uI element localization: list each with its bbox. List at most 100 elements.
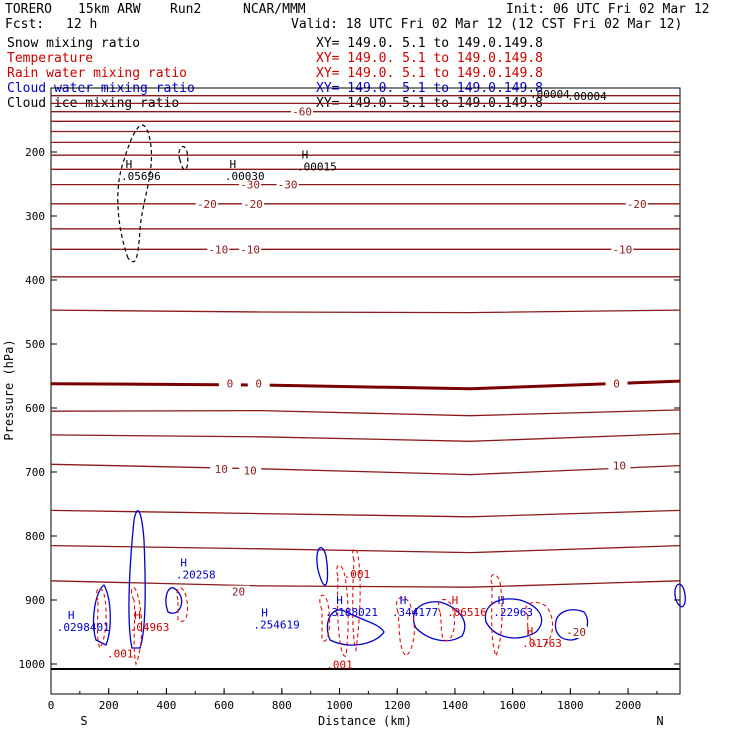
cloud-water-contour-1 [92,584,111,646]
isotherm-label: 20 [232,586,245,599]
isotherm-label-bg [625,197,648,210]
maximum-value: .20258 [176,569,216,582]
cloud-water-contour-6 [412,601,466,642]
maximum-marker: H [336,594,343,607]
forecast-value: 12 h [66,17,98,32]
isotherm-label: -20 [566,626,586,639]
isotherm-label: -10 [208,243,228,256]
y-tick-label: 400 [25,274,45,287]
isotherm-20 [50,509,681,518]
isotherm-label: -20 [197,198,217,211]
maximum-value: .00030 [225,170,265,183]
rain-contour-1 [96,587,107,650]
temperature-contours [50,95,681,588]
isotherm-label-bg [239,464,262,477]
legend-rain: Rain water mixing ratio [7,66,188,81]
y-tick-label: 500 [25,338,45,351]
isotherm-10 [50,432,681,442]
rain-contour-6 [352,548,361,653]
legend-temperature-xy: XY= 149.0. 5.1 to 149.0.149.8 [316,51,543,66]
maximum-marker: H [452,594,459,607]
maximum-marker: .001 [344,568,371,581]
rain-contour-10 [525,601,554,648]
isotherm-label-bg [239,243,262,256]
isotherm-label-bg [210,462,233,475]
isotherm-label: 0 [613,378,620,391]
valid-time: Valid: 18 UTC Fri 02 Mar 12 (12 CST Fri … [291,17,683,32]
cloud-water-contour-2 [128,510,146,649]
isotherm-label-bg [227,585,250,598]
isotherm-label-bg [605,377,628,390]
x-tick-label: 1400 [442,699,469,712]
isotherm-label-bg [218,377,241,390]
isotherm--5 [50,309,681,314]
isotherm-label: -60 [292,106,312,119]
isotherm-label: -10 [612,243,632,256]
maximum-value: .22963 [493,606,533,619]
maximum-marker: H [400,594,407,607]
isotherm-label: -10 [240,243,260,256]
isotherm-label: 0 [255,378,262,391]
rain-contour-4 [319,594,331,642]
axes: 0 200 400 600 800 1000 1200 1400 1600 1800 2000200… [19,146,680,712]
cloud-water-contour-3 [165,587,183,614]
cloud-water-contour-4 [316,546,329,586]
isotherm-label-bg [611,243,634,256]
isotherm-label-bg [247,377,270,390]
isotherm-label: -20 [627,198,647,211]
cloud-water-contour-9 [674,583,686,608]
y-tick-label: 600 [25,402,45,415]
legend-rain-xy: XY= 149.0. 5.1 to 149.0.149.8 [316,66,543,81]
maximum-marker: H [126,158,133,171]
snow-contour-2 [178,146,189,171]
isotherm-label: 10 [243,465,256,478]
isotherm-label-bg [608,459,631,472]
maximum-value: .254619 [253,619,299,632]
model-org: NCAR/MMM [243,2,306,17]
isotherm-label-bg [195,197,218,210]
rain-contour-7 [395,597,415,657]
maximum-marker: H [261,607,268,620]
y-tick-label: 800 [25,530,45,543]
rain-contour-8 [437,598,455,642]
y-tick-label: 200 [25,146,45,159]
model-run: Run2 [170,2,202,17]
top-value-right: .00004 [567,90,607,103]
plot-frame [50,87,681,695]
x-tick-label: 0 [48,699,55,712]
isotherm-label-bg [239,178,262,191]
cloud-water-contour-7 [484,598,543,639]
hydrometeor-contours [92,124,686,666]
forecast-label: Fcst: [5,17,45,32]
maximum-value: .04963 [130,621,170,634]
contour-labels: -60 -30 -30 -20 -20 -20 -10 -10 -10 0 0 0 10 10 10 20 -2… [57,105,648,671]
maximum-value: .0298401 [57,621,110,634]
maximum-marker: H [229,158,236,171]
maximum-value: .344177 [392,606,438,619]
rain-contour-2 [130,587,143,666]
legend-snow: Snow mixing ratio [7,36,141,51]
x-end-label-north: N [656,714,663,728]
maximum-marker: H [134,609,141,622]
legend-snow-xy: XY= 149.0. 5.1 to 149.0.149.8 [316,36,543,51]
model-resolution: 15km ARW [78,2,141,17]
maximum-marker: H [302,148,309,161]
isotherm-25 [50,544,681,554]
x-tick-label: 200 [99,699,119,712]
legend-temperature: Temperature [7,51,94,66]
maximum-value: .06516 [447,606,487,619]
isotherm-5 [50,409,681,417]
isotherm-label: -30 [240,179,260,192]
isotherm-label: 10 [613,460,626,473]
top-value-left: .00004 [530,88,570,101]
x-axis-label: Distance (km) [318,714,412,728]
rain-contour-3 [176,587,189,622]
x-tick-label: 1200 [384,699,411,712]
isotherm-label: 0 [227,378,234,391]
maximum-marker: H [498,594,505,607]
rain-contour-5 [336,564,349,657]
x-tick-label: 600 [214,699,234,712]
x-tick-label: 1800 [557,699,584,712]
y-tick-label: 700 [25,466,45,479]
